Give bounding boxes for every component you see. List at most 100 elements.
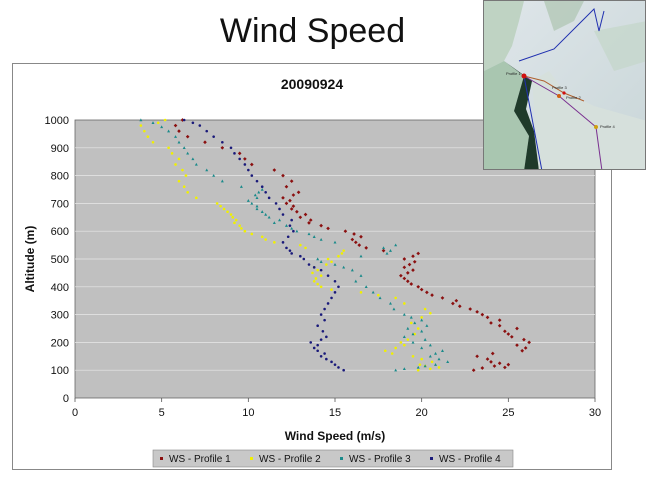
data-point xyxy=(412,259,417,264)
data-point xyxy=(281,213,285,216)
y-tick-label: 800 xyxy=(51,171,69,183)
data-point xyxy=(399,341,403,344)
data-point xyxy=(420,316,423,319)
data-point xyxy=(359,254,363,258)
data-point xyxy=(420,357,423,361)
data-point xyxy=(411,254,415,259)
data-point xyxy=(454,298,459,303)
legend-item-profile-4: WS - Profile 4 xyxy=(430,454,501,465)
data-point xyxy=(163,118,167,122)
data-point xyxy=(250,201,254,205)
data-point xyxy=(394,346,397,350)
data-point xyxy=(272,221,276,225)
data-point xyxy=(413,321,417,325)
data-point xyxy=(485,315,490,320)
data-point xyxy=(177,157,181,161)
series-profile-1 xyxy=(173,118,531,373)
data-point xyxy=(316,268,319,272)
data-point xyxy=(316,349,319,353)
data-point xyxy=(399,273,403,278)
data-point xyxy=(418,363,422,366)
data-point xyxy=(316,324,319,328)
y-tick-label: 500 xyxy=(51,254,69,266)
data-point xyxy=(333,262,337,266)
data-point xyxy=(319,223,323,228)
data-point xyxy=(522,337,526,342)
data-point xyxy=(184,174,188,177)
data-point xyxy=(402,335,406,339)
data-point xyxy=(243,157,247,161)
data-point xyxy=(319,338,323,341)
data-point xyxy=(359,234,363,239)
data-point xyxy=(440,296,445,300)
data-point xyxy=(177,140,181,144)
data-point xyxy=(434,363,438,366)
data-point xyxy=(446,360,450,364)
data-point xyxy=(497,323,502,328)
gridlines xyxy=(75,147,595,371)
data-point xyxy=(326,257,330,261)
legend-label-profile-4: WS - Profile 4 xyxy=(439,454,501,465)
data-point xyxy=(337,254,340,258)
data-point xyxy=(419,287,424,292)
data-point xyxy=(497,361,502,366)
data-point xyxy=(139,118,143,122)
data-point xyxy=(212,135,215,138)
data-point xyxy=(425,324,429,327)
data-point xyxy=(243,229,247,233)
data-point xyxy=(490,351,495,356)
data-point xyxy=(407,262,412,267)
data-point xyxy=(385,251,389,255)
data-point xyxy=(405,279,410,284)
data-point xyxy=(371,290,375,294)
data-point xyxy=(394,296,397,300)
map-label-profile-2: Profile 2 xyxy=(566,95,581,100)
data-point xyxy=(249,162,254,167)
data-point xyxy=(350,268,354,272)
data-point xyxy=(260,235,264,239)
data-point xyxy=(377,293,380,297)
data-point xyxy=(309,341,313,344)
data-point xyxy=(233,152,236,155)
data-point xyxy=(480,366,485,370)
data-point xyxy=(402,313,406,316)
data-point xyxy=(437,357,441,361)
data-point xyxy=(319,355,323,358)
data-point xyxy=(182,118,186,122)
y-tick-label: 0 xyxy=(63,393,69,405)
data-point xyxy=(357,243,362,247)
data-point xyxy=(440,349,444,352)
data-point xyxy=(231,216,235,219)
data-point xyxy=(289,207,294,211)
data-point xyxy=(191,121,195,125)
data-point xyxy=(403,343,406,347)
data-point xyxy=(255,179,259,183)
data-point xyxy=(243,163,247,166)
series-profile-3 xyxy=(139,118,450,372)
data-point xyxy=(326,226,330,231)
legend-label-profile-2: WS - Profile 2 xyxy=(259,454,321,465)
data-point xyxy=(350,237,355,242)
data-point xyxy=(515,326,519,331)
data-point xyxy=(429,311,432,315)
data-point xyxy=(353,240,358,245)
data-point xyxy=(402,265,407,270)
data-point xyxy=(394,243,398,247)
data-point xyxy=(325,357,328,361)
legend-marker-profile-2 xyxy=(250,457,253,460)
data-point xyxy=(411,268,415,272)
data-point xyxy=(292,229,295,233)
data-point xyxy=(342,368,345,372)
data-point xyxy=(281,241,285,244)
x-axis-ticks: 0 5 10 15 20 25 30 xyxy=(72,398,601,419)
data-point xyxy=(253,193,257,197)
data-point xyxy=(194,162,198,166)
data-point xyxy=(307,263,311,266)
data-point xyxy=(143,129,146,133)
data-point xyxy=(402,276,407,281)
data-point xyxy=(215,202,219,205)
legend-marker-profile-3 xyxy=(340,457,343,460)
data-point xyxy=(181,168,184,172)
data-point xyxy=(212,174,216,177)
data-point xyxy=(250,232,254,236)
